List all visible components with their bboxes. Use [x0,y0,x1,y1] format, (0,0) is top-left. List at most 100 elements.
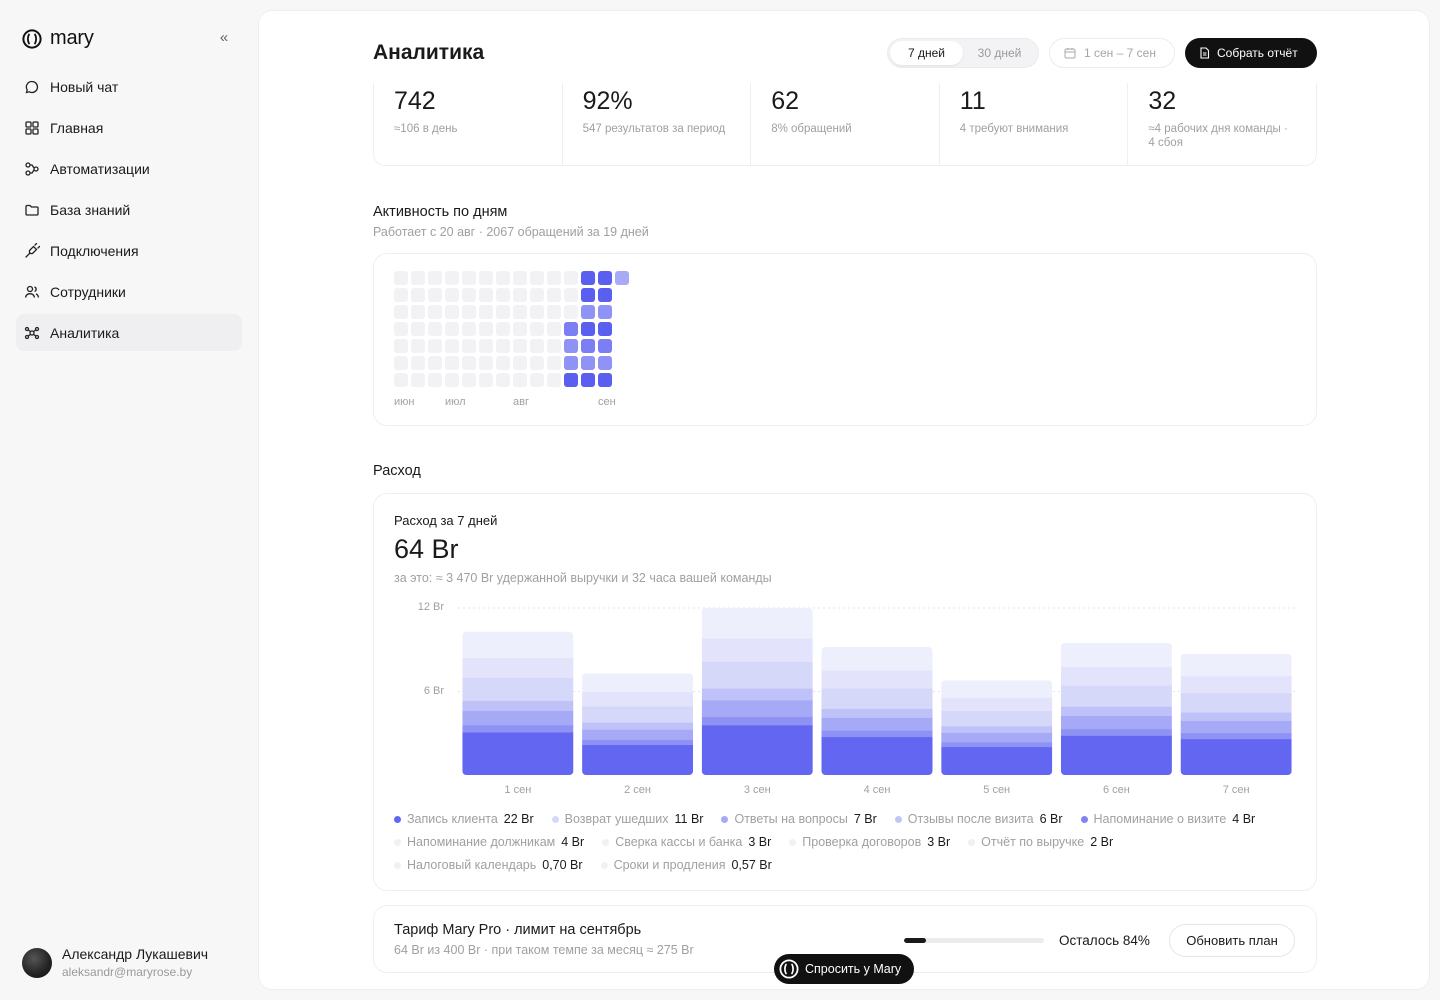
spend-legend: Запись клиента 22 Br Возврат ушедших 11 Br О… [394,812,1304,872]
spend-bar-chart [458,607,1296,776]
plan-remaining: Осталось 84% [1059,933,1150,948]
legend-dot-icon [894,815,902,823]
bar-stack[interactable] [1180,653,1292,776]
bar-segment [1180,653,1292,677]
period-toggle: 7 дней 30 дней [887,38,1039,68]
legend-item[interactable]: Отзывы после визита 6 Br [894,812,1063,826]
heatmap-cell [479,271,493,285]
sidebar-item-new-chat[interactable]: Новый чат [16,68,242,105]
bar-stack[interactable] [462,631,574,776]
month-label: сен [598,396,616,408]
bar-stack[interactable] [582,673,694,776]
legend-item[interactable]: Налоговый календарь 0,70 Br [394,858,583,872]
heatmap-cell [581,356,595,370]
bar-segment [582,722,694,730]
legend-item[interactable]: Ответы на вопросы 7 Br [721,812,877,826]
legend-label: Напоминание должникам [407,835,556,849]
legend-item[interactable]: Запись клиента 22 Br [394,812,534,826]
tab-7-days[interactable]: 7 дней [890,41,963,65]
heatmap-cell [496,271,510,285]
legend-label: Ответы на вопросы [734,812,848,826]
sidebar-item-employees[interactable]: Сотрудники [16,273,242,310]
heatmap-cell [547,322,561,336]
bar-segment [462,700,574,711]
legend-value: 0,70 Br [542,858,583,872]
legend-item[interactable]: Напоминание должникам 4 Br [394,835,584,849]
legend-dot-icon [551,815,559,823]
legend-item[interactable]: Возврат ушедших 11 Br [551,812,704,826]
heatmap-cell [428,288,442,302]
sidebar-item-knowledge-base[interactable]: База знаний [16,191,242,228]
kpi-value: 11 [959,87,986,115]
legend-dot-icon [394,815,401,823]
heatmap-cell [428,305,442,319]
legend-value: 0,57 Br [731,858,772,872]
bar-stack[interactable] [941,680,1053,775]
heatmap-cell [462,288,476,302]
kpi-caption: 8% обращений [771,123,852,135]
heatmap-cell [462,271,476,285]
bar-segment [582,744,694,776]
y-tick-label: 6 Br [423,685,444,697]
heatmap-cell [564,356,578,370]
build-report-button[interactable]: Собрать отчёт [1185,38,1317,68]
ask-mary-button[interactable]: Спросить у Mary [774,954,914,984]
heatmap-cell [462,305,476,319]
bar-segment [462,731,574,775]
heatmap-cell [564,288,578,302]
user-name: Александр Лукашевич [62,946,209,962]
brand[interactable]: mary [22,27,94,50]
brand-name: mary [50,27,94,49]
legend-label: Запись клиента [407,812,498,826]
bar-segment [941,732,1053,743]
heatmap-cell [428,322,442,336]
user-profile[interactable]: Александр Лукашевич aleksandr@maryrose.b… [22,946,208,979]
heatmap-cell [547,356,561,370]
user-info: Александр Лукашевич aleksandr@maryrose.b… [62,946,208,979]
spend-card-title: Расход за 7 дней [394,513,498,528]
heatmap-cell [547,288,561,302]
heatmap-cell [496,288,510,302]
heatmap-cell [411,288,425,302]
bar-stack[interactable] [701,608,813,776]
date-range-picker[interactable]: 1 сен – 7 сен [1049,38,1175,68]
sidebar-item-analytics[interactable]: Аналитика [16,314,242,351]
legend-item[interactable]: Проверка договоров 3 Br [789,835,950,849]
legend-item[interactable]: Сроки и продления 0,57 Br [600,858,772,872]
bar-segment [1060,706,1172,717]
bar-segment [1180,692,1292,713]
month-label: июл [445,396,466,408]
legend-item[interactable]: Напоминание о визите 4 Br [1080,812,1256,826]
legend-value: 4 Br [1232,812,1256,826]
heatmap-cell [479,288,493,302]
heatmap-cell [479,322,493,336]
kpi-value: 32 [1148,87,1177,115]
heatmap-cell [411,339,425,353]
heatmap-cell [581,271,595,285]
heatmap-cell [462,322,476,336]
upgrade-plan-button[interactable]: Обновить план [1169,924,1295,957]
legend-item[interactable]: Отчёт по выручке 2 Br [968,835,1113,849]
sidebar-item-label: Новый чат [50,78,119,95]
bar-segment [1060,735,1172,775]
legend-label: Проверка договоров [802,835,922,849]
bar-segment [941,680,1053,698]
heatmap-cell [530,305,544,319]
heatmap-cell [564,373,578,387]
y-tick-label: 12 Br [417,601,444,613]
sidebar-item-home[interactable]: Главная [16,109,242,146]
collapse-sidebar-icon[interactable]: « [219,29,229,46]
sidebar-item-connections[interactable]: Подключения [16,232,242,269]
legend-dot-icon [721,815,729,823]
tab-30-days[interactable]: 30 дней [977,46,1022,60]
bar-stack[interactable] [1060,642,1172,776]
sidebar-item-automations[interactable]: Автоматизации [16,150,242,187]
legend-value: 11 Br [674,812,704,826]
bar-segment [1060,715,1172,730]
legend-value: 4 Br [561,835,585,849]
bar-segment [1180,732,1292,740]
legend-item[interactable]: Сверка кассы и банка 3 Br [602,835,771,849]
bar-stack[interactable] [821,646,933,776]
spend-note: за это: ≈ 3 470 Br удержанной выручки и … [394,571,772,585]
bar-segment [1180,675,1292,694]
